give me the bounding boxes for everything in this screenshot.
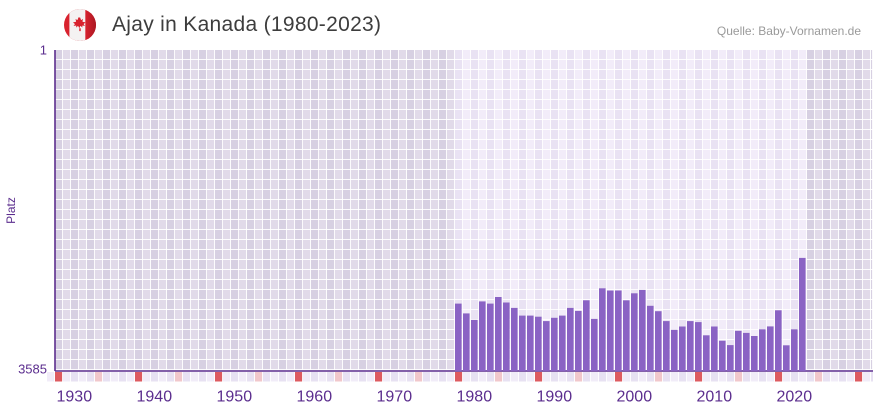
svg-text:2010: 2010 [697, 389, 733, 406]
svg-text:3585: 3585 [18, 362, 47, 377]
svg-text:1970: 1970 [377, 389, 413, 406]
svg-text:1980: 1980 [457, 389, 493, 406]
svg-text:1930: 1930 [57, 389, 93, 406]
svg-text:1960: 1960 [297, 389, 333, 406]
svg-text:1950: 1950 [217, 389, 253, 406]
svg-text:1: 1 [40, 43, 47, 58]
svg-text:2000: 2000 [617, 389, 653, 406]
svg-text:1990: 1990 [537, 389, 573, 406]
svg-text:2020: 2020 [777, 389, 813, 406]
svg-text:Platz: Platz [4, 197, 18, 224]
svg-text:1940: 1940 [137, 389, 173, 406]
